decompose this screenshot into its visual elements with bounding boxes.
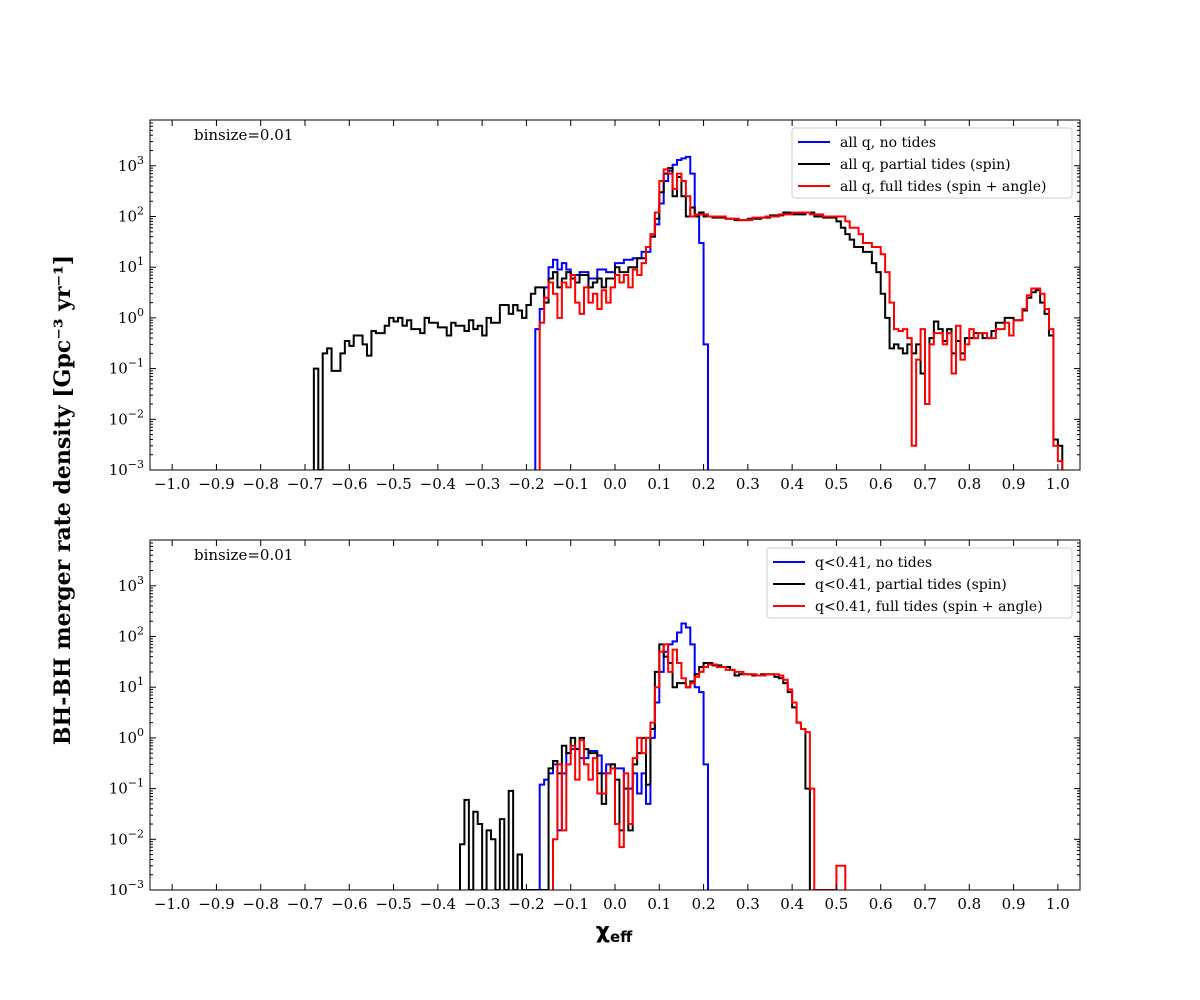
legend-label: q<0.41, partial tides (spin)	[815, 577, 1007, 593]
x-tick-label: 0.5	[824, 895, 848, 913]
x-tick-label: 0.3	[736, 475, 760, 493]
y-tick-label: 103	[118, 574, 144, 595]
x-tick-label: 0.9	[1002, 895, 1026, 913]
x-tick-label: 0.9	[1002, 475, 1026, 493]
x-tick-label: 0.4	[780, 475, 804, 493]
x-tick-label: 0.5	[824, 475, 848, 493]
x-tick-label: 0.8	[957, 475, 981, 493]
x-tick-label: −0.2	[508, 475, 544, 493]
x-tick-label: 0.2	[692, 475, 716, 493]
x-tick-label: −0.2	[508, 895, 544, 913]
top-panel: −1.0 −0.9 −0.8 −0.7 −0.6 −0.5 −0.4 −0.3 −0.2 −0.1…	[109, 119, 1081, 493]
x-tick-label: −0.9	[198, 475, 234, 493]
series-line-2	[538, 168, 1064, 470]
x-axis-label: χeff	[596, 919, 633, 946]
x-tick-label: −1.0	[154, 895, 190, 913]
legend-box	[791, 127, 1073, 199]
x-tick-label: −0.5	[375, 895, 411, 913]
legend-label: all q, full tides (spin + angle)	[840, 179, 1047, 195]
x-tick-label: −0.4	[420, 895, 456, 913]
x-tick-label: 0.0	[603, 895, 627, 913]
x-tick-label: −0.1	[552, 475, 588, 493]
x-tick-label: 1.0	[1046, 895, 1070, 913]
x-tick-label: 0.1	[647, 475, 671, 493]
y-tick-label: 10−1	[109, 777, 144, 798]
y-tick-label: 10−3	[109, 458, 144, 479]
x-tick-label: −0.3	[464, 895, 500, 913]
x-tick-label: 0.8	[957, 895, 981, 913]
y-tick-label: 10−3	[109, 878, 144, 899]
legend-label: q<0.41, full tides (spin + angle)	[815, 599, 1043, 615]
x-tick-label: 0.2	[692, 895, 716, 913]
x-tick-label: 0.7	[913, 475, 937, 493]
y-tick-label: 10−2	[109, 407, 144, 428]
x-tick-label: −0.1	[552, 895, 588, 913]
x-tick-label: 0.1	[647, 895, 671, 913]
series-line-0	[534, 155, 709, 470]
y-tick-label: 100	[118, 306, 144, 327]
x-tick-label: 0.0	[603, 475, 627, 493]
y-tick-label: 102	[118, 624, 144, 645]
y-axis-label: BH-BH merger rate density [Gpc⁻³ yr⁻¹]	[50, 255, 76, 745]
y-tick-label: 101	[118, 255, 144, 276]
y-tick-label: 10−1	[109, 357, 144, 378]
x-tick-label: 0.6	[869, 895, 893, 913]
x-tick-label: −0.7	[287, 895, 323, 913]
series-line-2	[552, 643, 847, 890]
y-tick-label: 101	[118, 675, 144, 696]
x-tick-label: −0.8	[242, 475, 278, 493]
x-tick-label: −0.6	[331, 475, 367, 493]
y-tick-label: 10−2	[109, 827, 144, 848]
x-tick-label: −0.8	[242, 895, 278, 913]
x-tick-label: 0.4	[780, 895, 804, 913]
x-tick-label: −0.6	[331, 895, 367, 913]
x-tick-label: −0.3	[464, 475, 500, 493]
x-tick-label: 0.7	[913, 895, 937, 913]
x-tick-label: −0.5	[375, 475, 411, 493]
legend-label: all q, no tides	[840, 135, 936, 151]
y-tick-label: 103	[118, 154, 144, 175]
x-tick-label: 0.6	[869, 475, 893, 493]
x-tick-label: −0.4	[420, 475, 456, 493]
x-tick-label: −0.9	[198, 895, 234, 913]
legend-box	[766, 547, 1073, 619]
series-line-1	[312, 167, 1064, 470]
y-tick-label: 102	[118, 204, 144, 225]
x-tick-label: −1.0	[154, 475, 190, 493]
legend-label: q<0.41, no tides	[815, 555, 932, 571]
legend-label: all q, partial tides (spin)	[840, 157, 1011, 173]
y-tick-label: 100	[118, 726, 144, 747]
x-tick-label: 0.3	[736, 895, 760, 913]
bottom-panel: −1.0 −0.9 −0.8 −0.7 −0.6 −0.5 −0.4 −0.3 −0.2 −0.1…	[109, 539, 1081, 913]
x-tick-label: −0.7	[287, 475, 323, 493]
binsize-annotation: binsize=0.01	[194, 546, 293, 564]
x-tick-label: 1.0	[1046, 475, 1070, 493]
binsize-annotation: binsize=0.01	[194, 126, 293, 144]
